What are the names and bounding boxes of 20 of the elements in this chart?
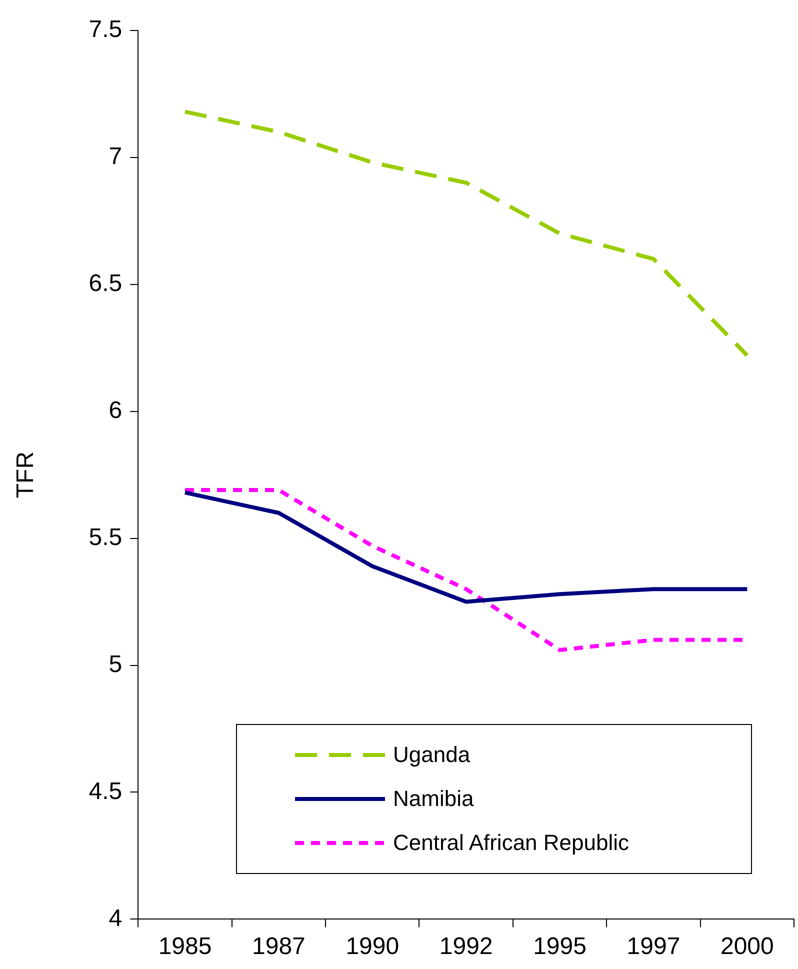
y-tick-label: 4.5	[88, 778, 122, 805]
y-tick-label: 5.5	[88, 524, 122, 551]
x-tick-label: 1987	[252, 933, 306, 960]
x-tick-label: 1990	[346, 933, 400, 960]
x-tick-label: 1985	[158, 933, 212, 960]
y-tick-label: 6.5	[88, 270, 122, 297]
x-tick-label: 1995	[533, 933, 586, 960]
y-tick-label: 6	[108, 396, 122, 424]
y-tick-label: 7	[108, 142, 122, 170]
y-tick-label: 7.5	[88, 16, 122, 44]
legend-label: Uganda	[393, 742, 470, 768]
line-series	[183, 110, 750, 358]
x-tick-label: 1997	[626, 933, 680, 960]
legend-label: Namibia	[393, 786, 474, 812]
y-tick-label: 4	[108, 904, 122, 932]
x-tick-label: 2000	[720, 933, 774, 960]
legend-label: Central African Republic	[393, 830, 630, 856]
y-tick-label: 5	[108, 650, 122, 678]
y-axis-title: TFR	[12, 451, 40, 498]
x-tick-label: 1992	[439, 933, 493, 960]
